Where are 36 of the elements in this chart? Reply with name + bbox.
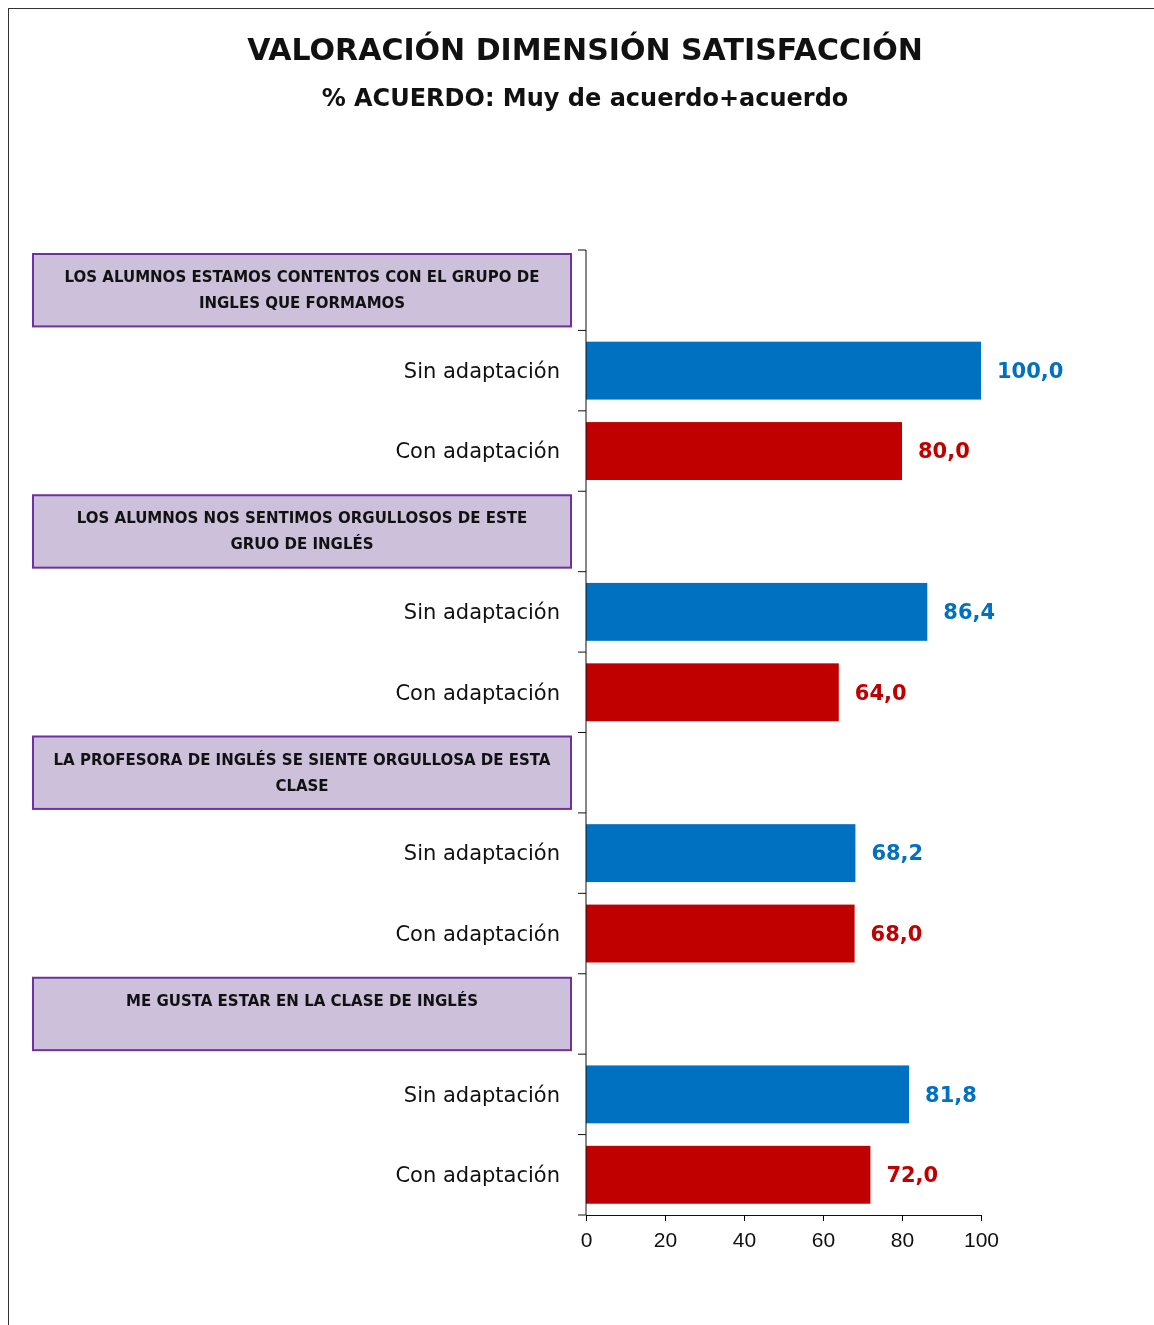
y-tick-label: Con adaptación [395, 439, 560, 464]
bar [586, 422, 902, 480]
data-label: 72,0 [886, 1163, 939, 1188]
y-tick-label: Sin adaptación [403, 1082, 560, 1107]
y-tick-label: Sin adaptación [403, 841, 560, 866]
bar [586, 663, 839, 722]
y-tick-label: Sin adaptación [403, 358, 560, 383]
text: ME GUSTA ESTAR EN LA CLASE DE INGLÉS [126, 990, 478, 1010]
bar [586, 1065, 910, 1124]
x-tick-label: 80 [890, 1228, 915, 1252]
text: LOS ALUMNOS ESTAMOS CONTENTOS CON EL GRUPO DE INGLES QUE FORMAMOS [64, 268, 540, 312]
x-tick-label: 0 [580, 1228, 593, 1252]
bar [586, 582, 928, 641]
bar [586, 341, 981, 400]
data-label: 80,0 [918, 439, 970, 464]
bar [586, 1145, 871, 1204]
text: LA PROFESORA DE INGLÉS SE SIENTE ORGULLOSA DE ESTA CLASE [53, 749, 551, 795]
x-tick-label: 60 [811, 1228, 836, 1252]
chart-title: VALORACIÓN DIMENSIÓN SATISFACCIÓN [246, 32, 924, 67]
y-tick-label: Con adaptación [395, 680, 560, 705]
data-label: 68,0 [870, 921, 923, 946]
x-tick-label: 40 [732, 1228, 757, 1252]
data-label: 68,2 [871, 841, 924, 866]
chart-subtitle: % ACUERDO: Muy de acuerdo+acuerdo [320, 84, 850, 112]
y-tick-label: Sin adaptación [403, 600, 560, 625]
bar [586, 904, 855, 963]
text: LOS ALUMNOS NOS SENTIMOS ORGULLOSOS DE ESTE GRUO DE INGLÉS [76, 509, 528, 554]
data-label: 64,0 [854, 680, 907, 705]
x-tick-label: 100 [963, 1228, 1000, 1252]
bar [586, 824, 856, 883]
data-label: 100,0 [997, 358, 1064, 383]
y-tick-label: Con adaptación [395, 1163, 560, 1188]
y-tick-label: Con adaptación [395, 921, 560, 946]
data-label: 81,8 [925, 1082, 977, 1107]
data-label: 86,4 [943, 600, 996, 625]
x-tick-label: 20 [653, 1228, 678, 1252]
